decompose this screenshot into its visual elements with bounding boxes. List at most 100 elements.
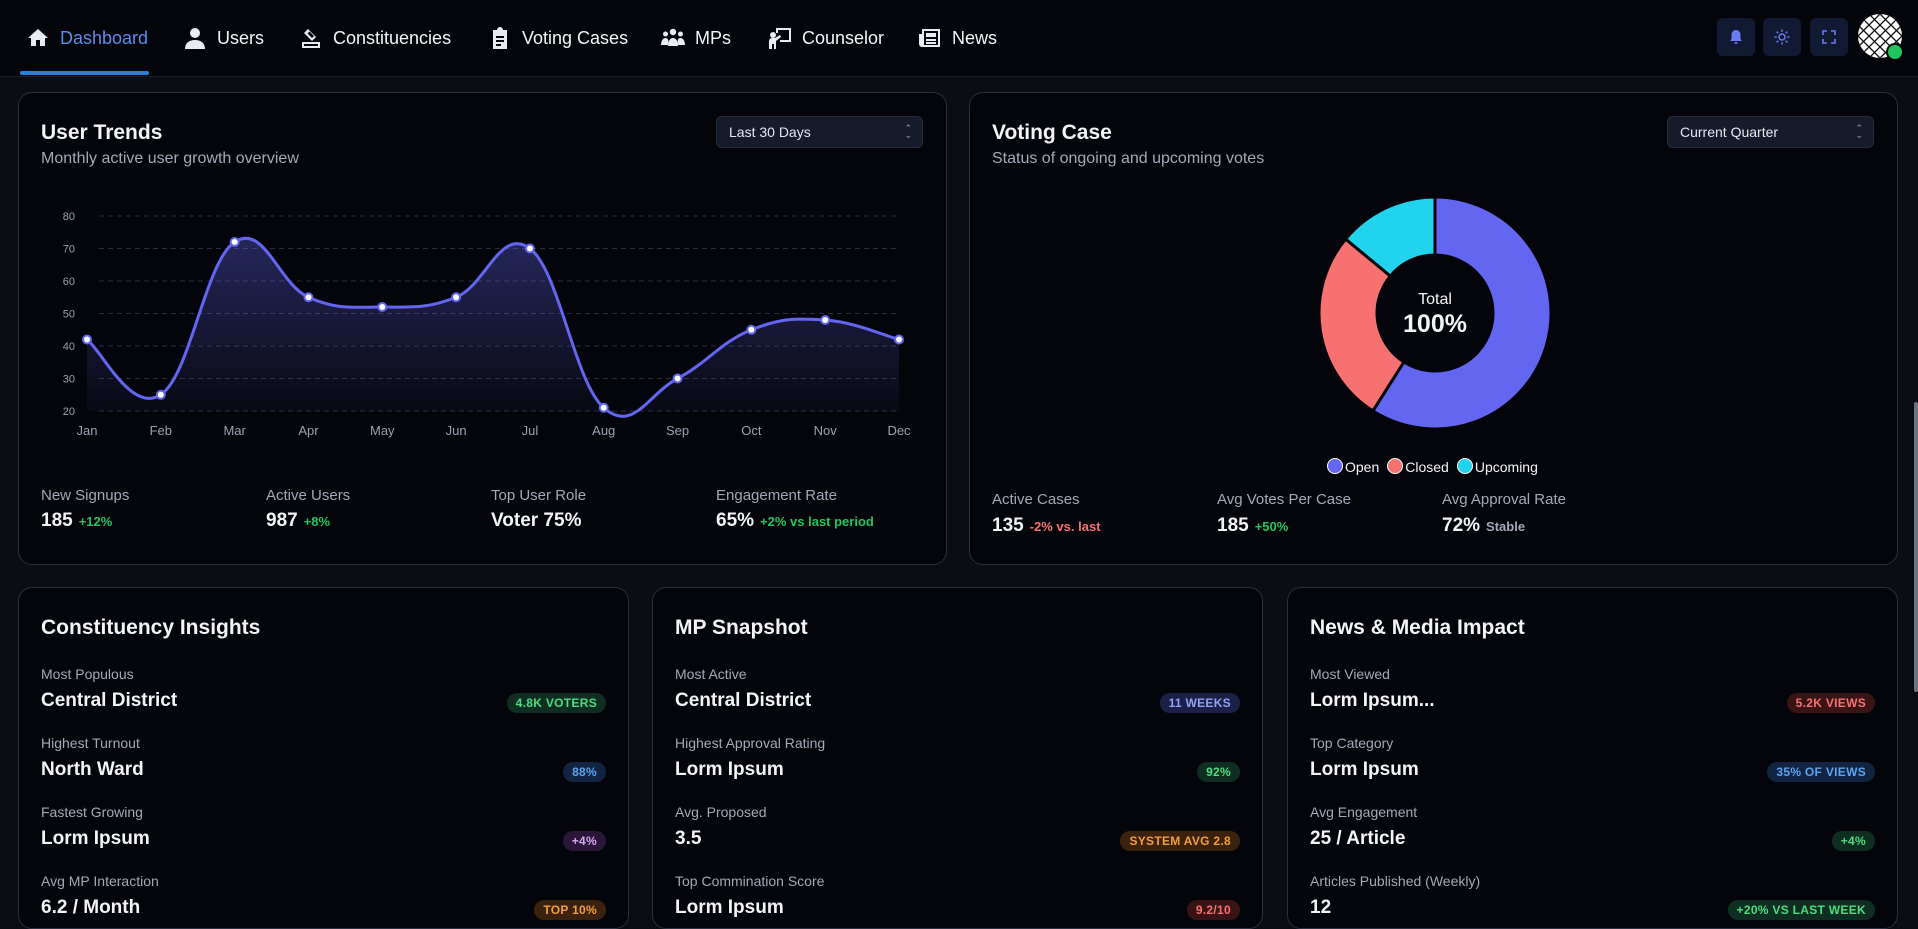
- donut-slice-closed[interactable]: [1318, 236, 1406, 414]
- mp-badge: 11 WEEKS: [1159, 693, 1240, 713]
- news-impact-card: News & Media Impact Most Viewed Lorm Ips…: [1287, 587, 1898, 929]
- data-point[interactable]: [155, 389, 166, 400]
- insight-badge: TOP 10%: [534, 900, 606, 920]
- line-chart-area: [87, 238, 899, 417]
- nav-counselor[interactable]: Counselor: [768, 0, 884, 76]
- ballot-icon: [302, 29, 320, 48]
- user-trends-title: User Trends: [41, 121, 163, 144]
- theme-toggle-button[interactable]: [1763, 18, 1801, 56]
- stat-avg-votes: 185 +50%: [1217, 515, 1288, 537]
- mp-label: Top Commination Score: [675, 873, 825, 889]
- y-tick-label: 20: [63, 406, 75, 418]
- news-label: Articles Published (Weekly): [1310, 873, 1481, 889]
- news-label: Most Viewed: [1310, 666, 1390, 682]
- mp-value: Central District: [675, 690, 812, 711]
- x-tick-label: May: [370, 423, 395, 438]
- mp-value: Lorm Ipsum: [675, 759, 784, 780]
- home-icon: [28, 29, 48, 46]
- data-point[interactable]: [229, 237, 240, 247]
- donut-legend: Open Closed Upcoming: [1327, 458, 1538, 475]
- x-tick-label: Mar: [223, 423, 246, 438]
- data-point[interactable]: [672, 373, 683, 384]
- x-tick-label: Jun: [446, 423, 467, 438]
- stat-engagement-label: Engagement Rate: [716, 487, 837, 504]
- stat-engagement-value: 65%: [716, 510, 755, 531]
- data-point[interactable]: [598, 402, 609, 413]
- x-tick-label: Oct: [741, 423, 762, 438]
- donut-slice-open[interactable]: [1370, 196, 1552, 430]
- stat-new-signups-value: 185: [41, 510, 73, 531]
- mp-label: Avg. Proposed: [675, 804, 767, 820]
- nav-constituencies-label: Constituencies: [333, 27, 452, 48]
- nav-constituencies[interactable]: Constituencies: [299, 0, 451, 76]
- news-badge: +20% VS LAST WEEK: [1727, 900, 1875, 920]
- constituency-title: Constituency Insights: [41, 616, 261, 639]
- nav-dashboard-label: Dashboard: [60, 27, 149, 48]
- notifications-button[interactable]: [1717, 18, 1755, 56]
- insight-badge: 88%: [563, 762, 606, 782]
- voting-case-subtitle: Status of ongoing and upcoming votes: [992, 150, 1265, 167]
- data-point[interactable]: [377, 302, 388, 312]
- fullscreen-button[interactable]: [1810, 18, 1848, 56]
- voting-case-range-select[interactable]: Current Quarter ⌃ ⌄: [1667, 116, 1874, 148]
- stat-avg-votes-label: Avg Votes Per Case: [1217, 491, 1351, 508]
- data-point[interactable]: [894, 334, 904, 345]
- legend-upcoming[interactable]: Upcoming: [1456, 458, 1538, 475]
- insight-value: Lorm Ipsum: [41, 828, 150, 849]
- mp-value: Lorm Ipsum: [675, 897, 784, 918]
- data-point[interactable]: [451, 292, 462, 303]
- donut-total-label: Total: [1418, 291, 1452, 308]
- constituency-insights-card: Constituency Insights Most Populous Cent…: [18, 587, 629, 929]
- y-tick-label: 30: [63, 374, 75, 386]
- nav-news[interactable]: News: [918, 0, 997, 76]
- mp-badge: SYSTEM AVG 2.8: [1120, 831, 1240, 851]
- stat-top-role-value: Voter 75%: [491, 510, 582, 531]
- voting-case-card: Voting Case Status of ongoing and upcomi…: [969, 92, 1898, 565]
- page-scrollbar[interactable]: [1914, 402, 1918, 692]
- user-trends-range-value: Last 30 Days: [729, 124, 811, 140]
- y-tick-label: 70: [63, 244, 75, 256]
- stat-avg-votes-value: 185: [1217, 515, 1249, 536]
- nav-mps[interactable]: MPs: [661, 0, 731, 76]
- voting-case-range-value: Current Quarter: [1680, 124, 1779, 140]
- data-point[interactable]: [82, 334, 92, 345]
- data-point[interactable]: [303, 292, 314, 303]
- user-trends-line-chart: 20 30 40 50 60 70 80 Jan Feb Mar Apr May Jun Jul Aug S…: [63, 211, 911, 438]
- legend-closed-label: Closed: [1405, 459, 1449, 475]
- mp-snapshot-title: MP Snapshot: [675, 616, 808, 639]
- legend-closed[interactable]: Closed: [1387, 458, 1449, 475]
- stat-approval-label: Avg Approval Rate: [1442, 491, 1566, 508]
- data-point[interactable]: [820, 315, 831, 325]
- news-value: 12: [1310, 897, 1332, 918]
- x-tick-label: Aug: [592, 423, 615, 438]
- stat-avg-votes-delta: +50%: [1254, 519, 1289, 534]
- stat-engagement: 65% +2% vs last period: [716, 510, 874, 532]
- data-point[interactable]: [746, 324, 757, 335]
- select-chevron-icon: ⌃ ⌄: [904, 123, 912, 140]
- news-badge: +4%: [1831, 831, 1875, 851]
- nav-users[interactable]: Users: [183, 0, 264, 76]
- news-impact-title: News & Media Impact: [1310, 616, 1525, 639]
- mp-snapshot-card: MP Snapshot Most Active Central District…: [652, 587, 1263, 929]
- voting-case-donut-chart: Total 100%: [1318, 196, 1552, 430]
- insight-label: Fastest Growing: [41, 804, 143, 820]
- stat-active-cases-delta: -2% vs. last: [1029, 519, 1101, 534]
- donut-total-value: 100%: [1403, 310, 1467, 338]
- presenter-icon: [769, 28, 791, 49]
- nav-mps-label: MPs: [695, 27, 731, 48]
- legend-open-swatch: [1327, 458, 1343, 474]
- bell-icon: [1730, 30, 1742, 44]
- stat-active-cases-value: 135: [992, 515, 1024, 536]
- legend-open-label: Open: [1345, 459, 1380, 475]
- mp-value: 3.5: [675, 828, 702, 849]
- nav-voting-cases[interactable]: Voting Cases: [488, 0, 628, 76]
- user-trends-range-select[interactable]: Last 30 Days ⌃ ⌄: [716, 116, 923, 148]
- nav-dashboard[interactable]: Dashboard: [26, 0, 148, 76]
- top-navigation: Dashboard Users Constituencies Voting Ca…: [0, 0, 1918, 77]
- insight-label: Avg MP Interaction: [41, 873, 159, 889]
- insight-badge: 4.8K VOTERS: [506, 693, 606, 713]
- nav-users-label: Users: [217, 27, 265, 48]
- donut-slice-upcoming[interactable]: [1343, 196, 1437, 279]
- data-point[interactable]: [524, 243, 535, 254]
- legend-open[interactable]: Open: [1327, 458, 1379, 475]
